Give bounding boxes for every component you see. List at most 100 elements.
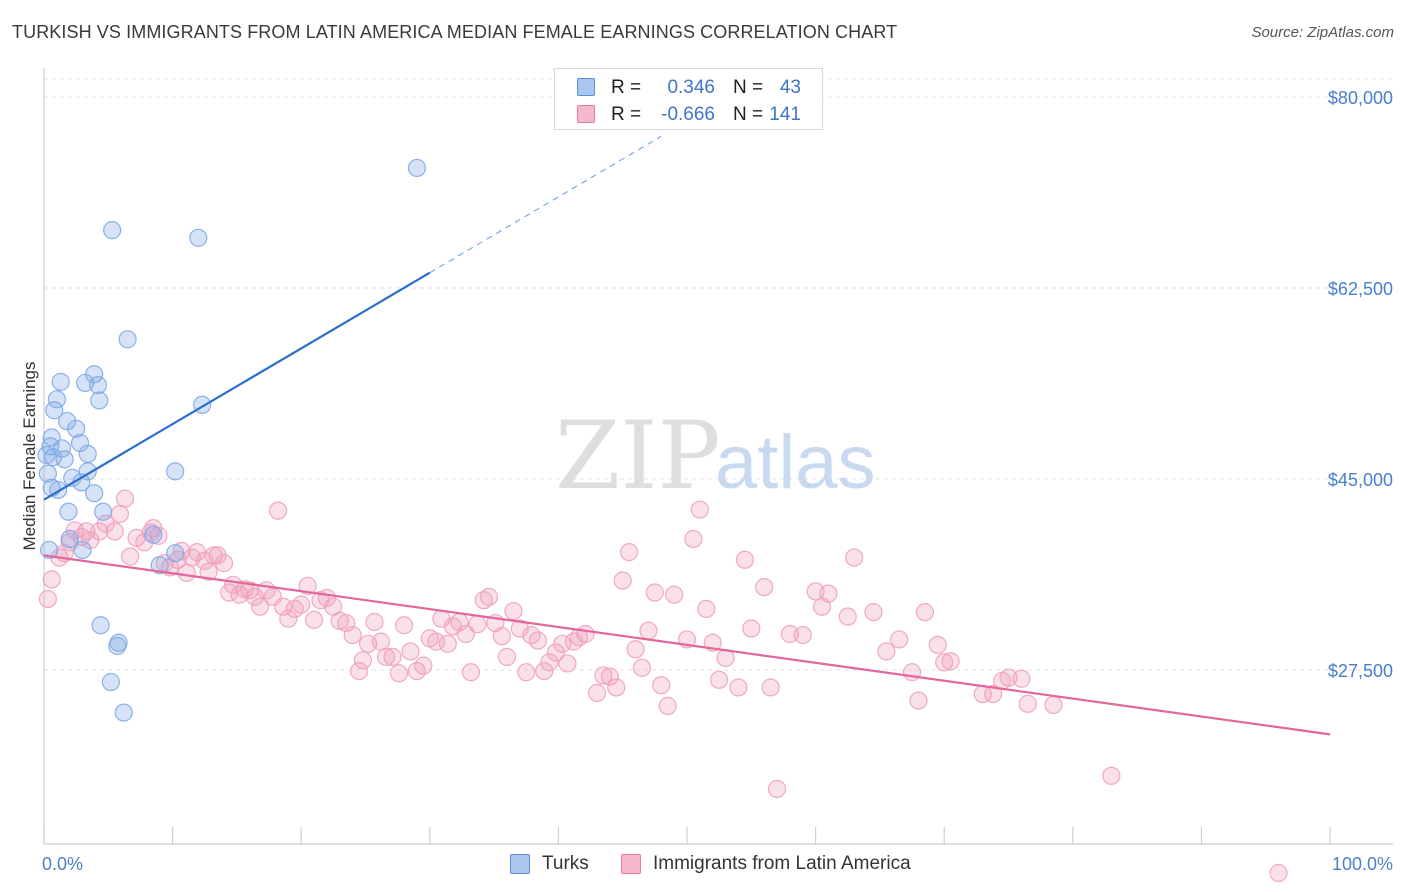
legend-n-label: N =: [733, 104, 764, 125]
latin-america-point: [528, 631, 547, 650]
legend-r-value: 0.346: [667, 77, 715, 98]
latin-america-point: [456, 624, 475, 644]
latin-america-point: [105, 522, 124, 541]
latin-america-point: [214, 553, 234, 573]
latin-america-point: [613, 571, 632, 590]
latin-america-point: [594, 666, 613, 685]
latin-america-point: [38, 589, 57, 609]
latin-america-point: [632, 658, 652, 677]
turks-point: [85, 484, 104, 503]
zipatlas-watermark: ZIP atlas: [555, 402, 876, 511]
legend-row-latin-america: R = -0.666 N = 141: [555, 101, 822, 127]
turks-point: [45, 401, 64, 420]
latin-america-point: [401, 642, 420, 661]
turks-point: [91, 616, 110, 635]
latin-america-point: [928, 635, 947, 654]
latin-america-point: [658, 696, 677, 716]
latin-america-trend-line: [43, 554, 1331, 736]
latin-america-point: [877, 642, 896, 661]
latin-america-point: [710, 670, 729, 689]
latin-america-point: [540, 653, 559, 672]
latin-america-point: [279, 609, 298, 628]
latin-america-point: [230, 585, 249, 604]
series-legend: Turks Immigrants from Latin America: [0, 852, 1406, 878]
latin-america-point: [497, 647, 517, 667]
latin-america-point: [365, 612, 384, 632]
turks-point: [37, 445, 56, 465]
latin-america-point: [510, 619, 529, 638]
latin-america-point: [42, 570, 61, 589]
turks-point: [166, 462, 185, 481]
latin-america-point: [1044, 695, 1063, 715]
turks-point: [109, 633, 128, 652]
latin-america-point: [607, 678, 626, 697]
latin-america-point: [558, 654, 577, 673]
legend-swatch-turks: [510, 854, 530, 874]
latin-america-point: [793, 625, 812, 645]
latin-america-point: [600, 667, 619, 686]
x-tick-label-max: 100.0%: [1332, 854, 1393, 874]
legend-n-value: 141: [769, 104, 801, 125]
latin-america-point: [652, 676, 671, 695]
latin-america-point: [394, 616, 414, 635]
turks-trend-extension: [429, 135, 662, 274]
x-tick-label-min: 0.0%: [42, 854, 83, 874]
latin-america-point: [77, 522, 96, 541]
turks-point: [38, 464, 57, 483]
y-tick-labels: $27,500 $45,000 $62,500 $80,000: [1328, 88, 1393, 681]
latin-america-point: [838, 607, 857, 626]
legend-r-label: R =: [611, 77, 642, 98]
latin-america-point: [665, 585, 684, 604]
latin-america-point: [645, 583, 664, 602]
y-tick-label: $27,500: [1328, 661, 1393, 681]
latin-america-point: [376, 647, 396, 667]
latin-america-point: [389, 664, 409, 683]
latin-america-point: [474, 591, 493, 610]
latin-america-point: [492, 627, 511, 646]
y-tick-label: $62,500: [1328, 279, 1393, 299]
chart-title: TURKISH VS IMMIGRANTS FROM LATIN AMERICA…: [12, 22, 898, 42]
latin-america-point: [245, 587, 265, 606]
turks-point: [78, 444, 97, 463]
legend-n-label: N =: [733, 77, 764, 98]
turks-point: [73, 540, 92, 560]
latin-america-point: [626, 640, 645, 659]
latin-america-point: [697, 599, 716, 618]
turks-point: [52, 439, 72, 458]
turks-point: [150, 556, 169, 575]
x-tick-labels: 0.0% 100.0%: [42, 854, 1393, 874]
turks-point: [60, 529, 79, 549]
latin-america-point: [177, 563, 196, 582]
turks-point: [407, 158, 427, 178]
latin-america-point: [274, 597, 293, 616]
turks-point: [85, 365, 104, 384]
latin-america-point: [845, 548, 864, 567]
turks-point: [51, 372, 70, 391]
watermark-atlas: atlas: [715, 420, 876, 505]
latin-america-point: [761, 678, 780, 697]
turks-point: [42, 478, 61, 497]
latin-america-point: [1269, 863, 1288, 883]
latin-america-point: [208, 546, 227, 565]
turks-trend-line: [43, 271, 431, 501]
turks-point: [94, 502, 113, 521]
latin-america-point: [935, 653, 954, 672]
latin-america-point: [576, 624, 595, 644]
latin-america-point: [742, 619, 761, 638]
latin-america-point: [199, 562, 218, 581]
latin-america-point: [639, 621, 658, 640]
latin-america-point: [587, 683, 607, 703]
y-tick-label: $45,000: [1328, 470, 1393, 490]
turks-point: [55, 450, 74, 469]
latin-america-point: [504, 601, 523, 621]
turks-point: [114, 703, 133, 722]
legend-label-latin-america: Immigrants from Latin America: [653, 853, 911, 874]
latin-america-point: [461, 663, 481, 682]
turks-point: [88, 376, 108, 395]
latin-america-point: [468, 615, 487, 634]
latin-america-point: [684, 529, 703, 549]
latin-america-point: [250, 597, 270, 616]
turks-point: [103, 221, 122, 240]
legend-label-turks: Turks: [542, 853, 589, 874]
